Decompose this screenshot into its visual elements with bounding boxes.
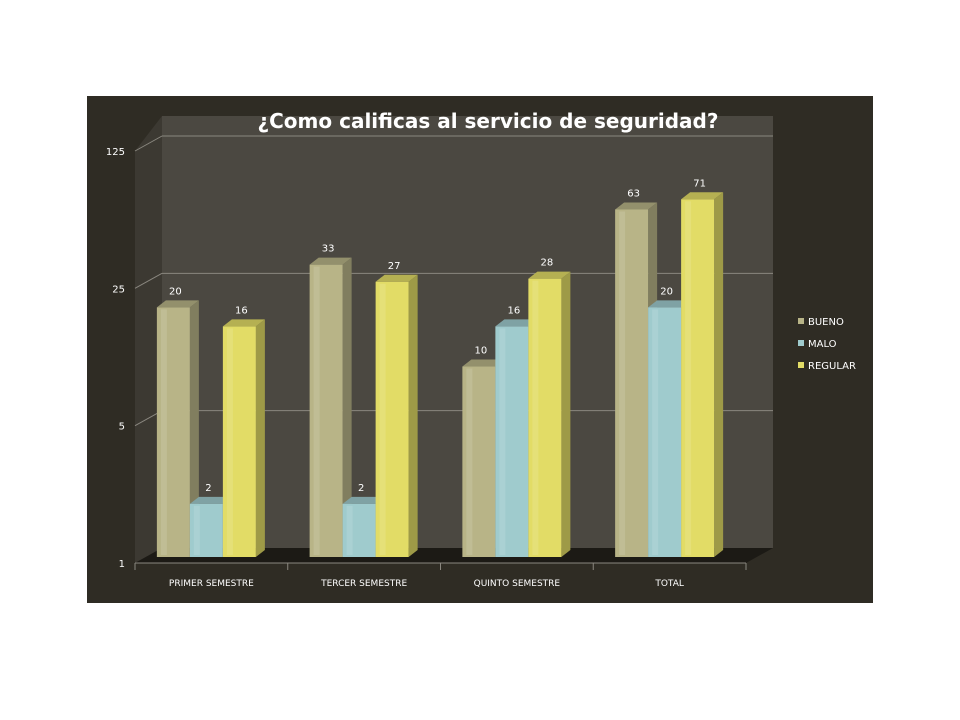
legend-swatch-regular <box>798 362 804 368</box>
data-label: 27 <box>388 261 401 272</box>
bar-top <box>615 202 658 210</box>
side-wall <box>135 116 162 563</box>
bar-highlight <box>532 280 539 555</box>
gridline-side <box>134 272 163 289</box>
bar-front <box>222 326 256 557</box>
legend-label-bueno: BUENO <box>808 317 844 328</box>
bar-front <box>462 366 496 557</box>
bar-top <box>648 300 691 308</box>
bar-highlight <box>346 505 353 555</box>
bar-highlight <box>685 201 692 555</box>
data-label: 16 <box>508 305 521 316</box>
legend-swatch-malo <box>798 340 804 346</box>
y-tick-label: 1 <box>119 559 125 570</box>
bar-highlight <box>193 505 200 555</box>
bar-top <box>222 319 265 327</box>
bar-front <box>648 307 682 557</box>
bar-regular-3 <box>681 192 724 557</box>
bar-top <box>309 257 352 265</box>
bar-highlight <box>466 368 473 555</box>
bar-regular-0 <box>222 319 265 557</box>
bar-top <box>342 496 385 504</box>
bar-front <box>189 503 223 557</box>
bar-front <box>495 326 529 557</box>
bar-regular-2 <box>528 271 571 557</box>
bar-top <box>375 274 418 282</box>
y-tick-label: 125 <box>106 147 125 158</box>
chart-title: ¿Como calificas al servicio de seguridad… <box>258 109 719 133</box>
floor <box>135 548 773 563</box>
bar-front <box>615 209 649 558</box>
bar-highlight <box>619 211 626 556</box>
y-tick-label: 25 <box>112 284 125 295</box>
x-category-label: QUINTO SEMESTRE <box>474 579 561 589</box>
bar-front <box>375 281 409 557</box>
data-label: 16 <box>235 305 248 316</box>
bar-highlight <box>499 328 506 555</box>
bars-layer <box>156 192 724 558</box>
legend-label-malo: MALO <box>808 339 837 350</box>
legend-label-regular: REGULAR <box>808 361 856 372</box>
bar-highlight <box>379 283 386 555</box>
bar-side <box>255 319 265 557</box>
data-label: 63 <box>627 188 640 199</box>
bar-front <box>156 307 190 557</box>
bar-top <box>189 496 232 504</box>
bar-side <box>561 271 571 557</box>
x-category-label: TOTAL <box>654 579 684 589</box>
chart-svg: 1 5 25 125 20 2 16 PRIMER SEMESTRE 33 2 27 TERCER S… <box>106 109 856 589</box>
gridline-side <box>134 135 163 152</box>
bar-side <box>189 300 199 557</box>
bar-front <box>681 199 715 557</box>
bar-side <box>714 192 724 557</box>
data-label: 2 <box>205 483 211 494</box>
bar-top <box>528 271 571 279</box>
bar-side <box>342 257 352 557</box>
bar-highlight <box>652 309 659 555</box>
labels-layer: 1 5 25 125 20 2 16 PRIMER SEMESTRE 33 2 27 TERCER S… <box>106 147 706 589</box>
bar-bueno-3 <box>615 202 658 558</box>
chart-panel: 1 5 25 125 20 2 16 PRIMER SEMESTRE 33 2 27 TERCER S… <box>87 96 873 603</box>
y-tick-label: 5 <box>119 422 125 433</box>
bar-front <box>528 278 562 557</box>
x-category-label: PRIMER SEMESTRE <box>169 579 254 589</box>
bar-front <box>342 503 376 557</box>
bar-bueno-1 <box>309 257 352 557</box>
data-label: 2 <box>358 483 364 494</box>
data-label: 28 <box>541 258 554 269</box>
bar-top <box>495 319 538 327</box>
bar-regular-1 <box>375 274 418 557</box>
bar-side <box>408 274 418 557</box>
bar-highlight <box>160 309 167 555</box>
bar-top <box>462 359 505 367</box>
legend: BUENO MALO REGULAR <box>798 317 856 372</box>
bar-top <box>156 300 199 308</box>
bar-highlight <box>226 328 233 555</box>
data-label: 20 <box>169 286 182 297</box>
x-category-label: TERCER SEMESTRE <box>320 579 407 589</box>
data-label: 71 <box>693 178 706 189</box>
data-label: 20 <box>660 286 673 297</box>
bar-bueno-0 <box>156 300 199 557</box>
bar-top <box>681 192 724 200</box>
legend-swatch-bueno <box>798 318 804 324</box>
data-label: 10 <box>475 346 488 357</box>
bar-front <box>309 264 343 557</box>
bar-highlight <box>313 266 320 555</box>
data-label: 33 <box>322 244 335 255</box>
